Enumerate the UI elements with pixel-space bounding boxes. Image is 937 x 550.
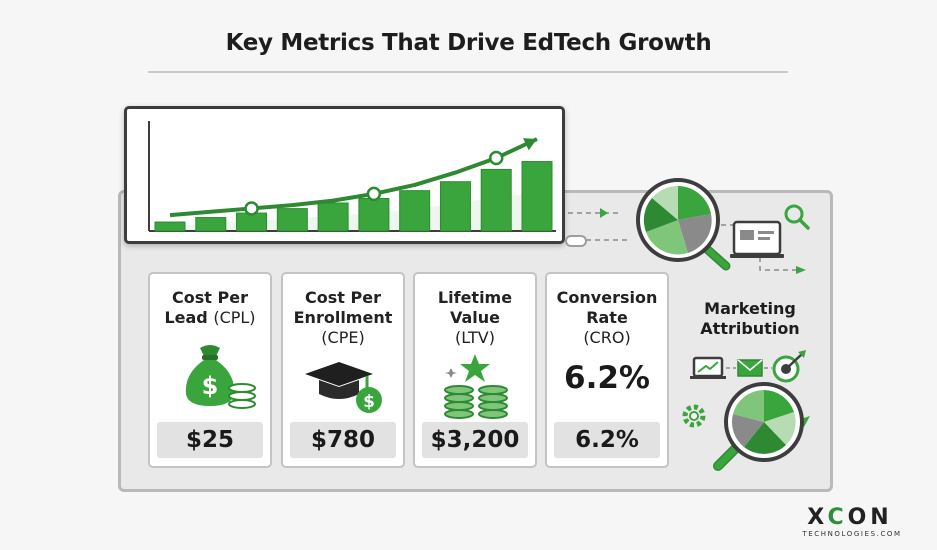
trend-line (169, 137, 538, 218)
card-label-line: Lifetime (437, 288, 513, 307)
title-divider (148, 71, 788, 73)
magnifier-pie-icon (713, 382, 804, 471)
chart-bar (439, 181, 471, 232)
growth-chart-panel (124, 106, 565, 244)
svg-text:$: $ (202, 372, 219, 400)
trend-arrowhead (523, 138, 537, 151)
attribution-heading: Marketing Attribution (683, 299, 817, 339)
metric-card-cpe: Cost Per Enrollment (CPE) $ $780 (281, 272, 405, 468)
card-label-line: Lead (164, 308, 208, 327)
page-title: Key Metrics That Drive EdTech Growth (225, 30, 712, 56)
brand-logo: XCON TECHNOLOGIES.COM (786, 505, 926, 545)
trend-point (366, 186, 382, 202)
email-icon (737, 359, 763, 377)
card-label-line: Conversion (556, 288, 658, 307)
magnifier-pie-icon (636, 178, 731, 271)
chart-bar (317, 202, 349, 232)
chart-bar (236, 212, 268, 232)
trend-point (488, 150, 504, 166)
metric-card-cpl: Cost Per Lead (CPL) $ $25 (148, 272, 272, 468)
cpl-value: $25 (157, 422, 263, 458)
card-label-line: Rate (586, 308, 628, 327)
chart-bar (195, 217, 227, 232)
brand-tagline: TECHNOLOGIES.COM (802, 530, 902, 538)
search-icon (784, 204, 810, 230)
ad-window-icon (730, 220, 784, 258)
card-heading: Cost Per Enrollment (CPE) (283, 288, 403, 348)
laptop-chart-icon (690, 356, 726, 379)
growth-chart (148, 121, 556, 232)
card-heading: Lifetime Value (LTV) (415, 288, 535, 348)
attribution-graphics (568, 178, 810, 471)
chart-bar (480, 168, 512, 232)
card-label-line: Value (449, 308, 501, 327)
trend-point (244, 201, 259, 216)
brand-name: XCON (807, 505, 893, 530)
chart-bar (399, 190, 431, 232)
money-bag-icon: $ (185, 345, 256, 409)
arrow-icon (796, 266, 806, 274)
card-label-line: Cost Per (172, 288, 248, 307)
card-label-line: Cost Per (305, 288, 381, 307)
metric-card-ltv: Lifetime Value (LTV) $3,200 (413, 272, 537, 468)
flag-icon (600, 208, 608, 218)
svg-text:$: $ (363, 392, 375, 412)
metric-card-cro: Conversion Rate (CRO) 6.2% 6.2% (545, 272, 669, 468)
chart-bar (276, 208, 308, 232)
target-icon (772, 350, 806, 383)
toggle-pill[interactable] (565, 235, 587, 247)
card-label-line: Enrollment (293, 308, 393, 327)
card-label-abbr: (CPL) (213, 308, 256, 327)
ltv-value: $3,200 (422, 422, 528, 458)
card-heading: Cost Per Lead (CPL) (150, 288, 270, 328)
chart-bar (154, 221, 186, 232)
gear-icon (682, 404, 706, 428)
cpe-value: $780 (290, 422, 396, 458)
card-heading: Conversion Rate (CRO) (547, 288, 667, 348)
attribution-label-line: Marketing (704, 299, 796, 318)
cro-stat: 6.2% (564, 360, 650, 396)
graduation-cap-icon: $ (305, 362, 382, 413)
cro-value: 6.2% (554, 422, 660, 458)
chart-bar (521, 161, 553, 232)
card-label-abbr: (LTV) (455, 328, 495, 347)
chart-bar (358, 198, 390, 232)
card-label-abbr: (CRO) (583, 328, 631, 347)
attribution-label-line: Attribution (700, 319, 800, 338)
arrow-icon (798, 416, 810, 427)
card-label-abbr: (CPE) (321, 328, 365, 347)
coin-stack-star-icon (444, 354, 508, 419)
